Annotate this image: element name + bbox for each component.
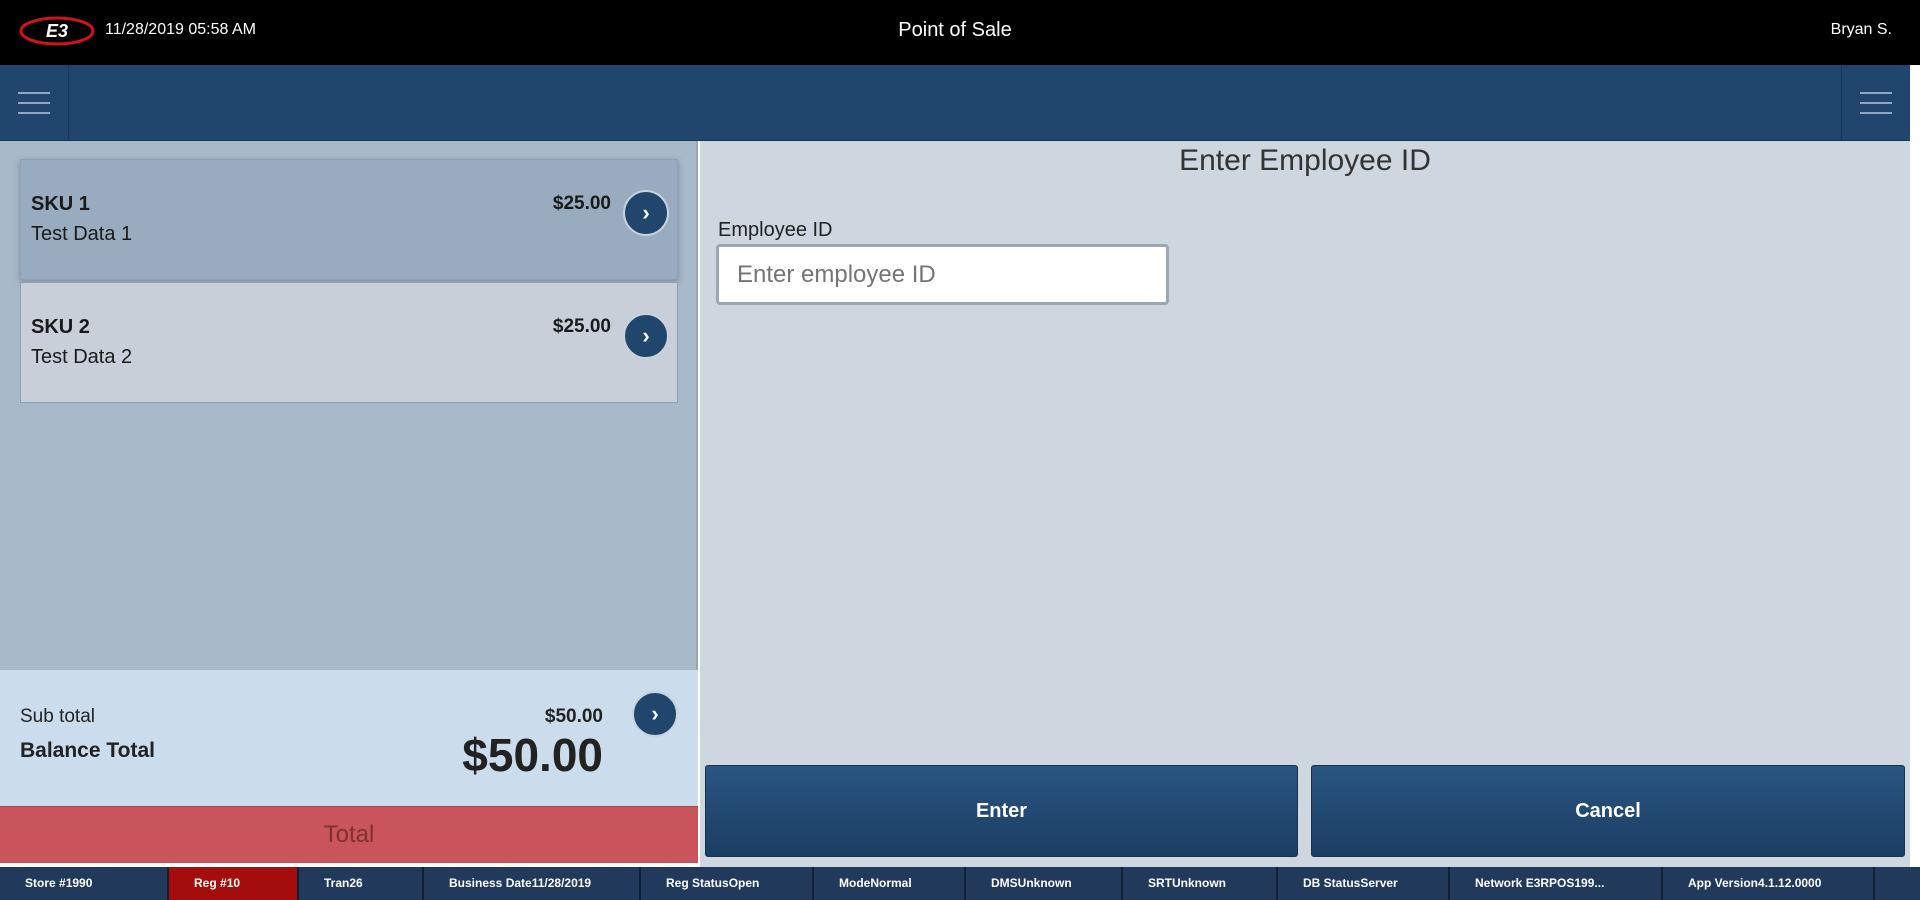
status-value: Open xyxy=(728,876,760,890)
right-edge xyxy=(1910,65,1920,867)
user-name: Bryan S. xyxy=(1830,21,1892,38)
balance-label: Balance Total xyxy=(20,739,155,762)
logo-text: E3 xyxy=(46,21,68,41)
status-label: Reg # xyxy=(194,876,227,890)
item-arrow[interactable]: › xyxy=(623,190,669,236)
status-label: DB Status xyxy=(1303,876,1361,890)
subtotal: $50.00 xyxy=(544,706,603,727)
status-value: Normal xyxy=(870,876,912,890)
nav-bar xyxy=(0,65,1910,141)
totals-panel: Sub total $50.00 Balance Total $50.00 › xyxy=(0,670,698,806)
status-value: E3RPOS199... xyxy=(1525,876,1605,890)
status-label: Business Date xyxy=(449,876,532,890)
status-segment: Reg #10 xyxy=(169,867,299,900)
item-arrow[interactable]: › xyxy=(623,313,669,359)
status-label: Reg Status xyxy=(666,876,729,890)
status-label: Tran xyxy=(324,876,350,890)
menu-button[interactable] xyxy=(0,65,69,141)
datetime: 11/28/2019 05:58 AM xyxy=(105,21,256,38)
status-segment: Business Date11/28/2019 xyxy=(424,867,641,900)
status-value: 1990 xyxy=(65,876,93,890)
cart-item[interactable]: SKU 1 Test Data 1 $25.00 › xyxy=(20,159,678,280)
menu-button[interactable] xyxy=(1841,65,1910,141)
item-description: Test Data 2 xyxy=(31,346,133,368)
cart-item[interactable]: SKU 2 Test Data 2 $25.00 › xyxy=(20,282,678,403)
employee-id-input[interactable] xyxy=(716,244,1169,305)
sku: SKU 1 xyxy=(31,193,90,215)
status-value: 10 xyxy=(226,876,241,890)
status-value: 4.1.12.0000 xyxy=(1758,876,1822,890)
status-segment: Reg StatusOpen xyxy=(641,867,814,900)
status-segment: Network E3RPOS199... xyxy=(1450,867,1663,900)
status-segment: ModeNormal xyxy=(814,867,966,900)
total-button[interactable]: Total xyxy=(0,806,698,863)
status-label: Mode xyxy=(839,876,871,890)
status-segment: SRTUnknown xyxy=(1123,867,1278,900)
status-label: Store # xyxy=(25,876,66,890)
status-value: Server xyxy=(1360,876,1398,890)
status-label: DMS xyxy=(991,876,1018,890)
cancel-button[interactable]: Cancel xyxy=(1311,765,1905,857)
app-title: Point of Sale xyxy=(898,19,1012,41)
status-value: 11/28/2019 xyxy=(531,876,592,890)
item-description: Test Data 1 xyxy=(31,223,133,245)
logo: E3 xyxy=(19,16,95,46)
form-panel: Enter Employee ID Employee ID Enter Canc… xyxy=(700,141,1910,867)
status-label: App Version xyxy=(1688,876,1759,890)
subtotal-arrow[interactable]: › xyxy=(632,691,678,737)
sku: SKU 2 xyxy=(31,316,90,338)
status-segment: Store #1990 xyxy=(0,867,169,900)
status-segment: Tran26 xyxy=(299,867,424,900)
form-title: Enter Employee ID xyxy=(1179,144,1431,177)
status-label: SRT xyxy=(1148,876,1172,890)
header: E3 11/28/2019 05:58 AM Point of Sale Bry… xyxy=(0,0,1920,65)
status-value: Unknown xyxy=(1172,876,1226,890)
item-price: $25.00 xyxy=(552,193,611,214)
enter-button[interactable]: Enter xyxy=(705,765,1298,857)
status-label: Network xyxy=(1475,876,1526,890)
status-value: 26 xyxy=(349,876,363,890)
balance: $50.00 xyxy=(462,729,603,781)
field-label: Employee ID xyxy=(718,219,833,241)
status-segment: App Version4.1.12.0000 xyxy=(1663,867,1875,900)
item-price: $25.00 xyxy=(552,316,611,337)
subtotal-label: Sub total xyxy=(20,706,95,727)
status-segment: DB StatusServer xyxy=(1278,867,1450,900)
status-segment: DMSUnknown xyxy=(966,867,1123,900)
status-value: Unknown xyxy=(1017,876,1072,890)
cart-panel: SKU 1 Test Data 1 $25.00 › SKU 2 Test Data 2 $… xyxy=(0,141,698,670)
status-bar: Store #1990 Reg #10 Tran26 Business Date11/… xyxy=(0,867,1920,900)
